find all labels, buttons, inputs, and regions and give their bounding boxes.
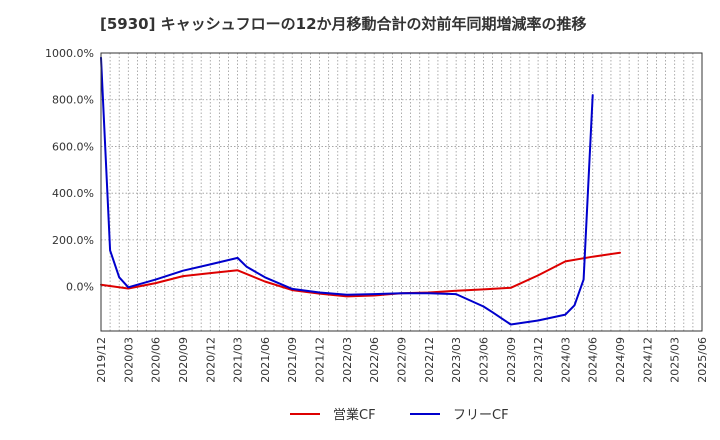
x-tick-label: 2023/06 — [477, 337, 490, 383]
series-line-1 — [100, 56, 594, 326]
legend: 営業CF フリーCF — [290, 407, 509, 423]
x-tick-label: 2021/03 — [232, 337, 245, 383]
x-tick-label: 2020/03 — [122, 337, 135, 383]
legend-label-0: 営業CF — [333, 407, 376, 423]
y-tick-label: 200.0% — [52, 234, 94, 247]
x-tick-label: 2023/03 — [450, 337, 463, 383]
x-tick-label: 2024/12 — [641, 337, 654, 383]
y-tick-label: 1000.0% — [45, 47, 94, 60]
y-tick-label: 0.0% — [66, 281, 94, 294]
x-tick-label: 2021/06 — [259, 337, 272, 383]
x-tick-label: 2020/12 — [204, 337, 217, 383]
y-tick-label: 400.0% — [52, 187, 94, 200]
x-tick-label: 2021/09 — [286, 337, 299, 383]
x-tick-label: 2023/09 — [505, 337, 518, 383]
x-tick-label: 2024/03 — [559, 337, 572, 383]
y-tick-label: 600.0% — [52, 140, 94, 153]
y-axis: 0.0% 200.0% 400.0% 600.0% 800.0% 1000.0% — [45, 47, 94, 294]
plot-frame — [100, 52, 703, 332]
x-tick-label: 2025/06 — [696, 337, 709, 383]
plot-area — [101, 53, 702, 331]
x-tick-label: 2025/03 — [669, 337, 682, 383]
x-tick-label: 2022/09 — [396, 337, 409, 383]
legend-label-1: フリーCF — [453, 408, 509, 423]
series-group — [100, 56, 621, 326]
x-tick-label: 2020/06 — [150, 337, 163, 383]
x-tick-label: 2020/09 — [177, 337, 190, 383]
x-tick-label: 2024/06 — [587, 337, 600, 383]
y-tick-label: 800.0% — [52, 94, 94, 107]
x-tick-label: 2023/12 — [532, 337, 545, 383]
x-tick-label: 2022/03 — [341, 337, 354, 383]
x-axis: 2019/12 2020/03 2020/06 2020/09 2020/12 2021/… — [95, 337, 709, 383]
x-tick-label: 2019/12 — [95, 337, 108, 383]
x-tick-label: 2022/12 — [423, 337, 436, 383]
x-tick-label: 2021/12 — [314, 337, 327, 383]
chart-title: [5930] キャッシュフローの12か月移動合計の対前年同期増減率の推移 — [100, 15, 587, 33]
x-tick-label: 2024/09 — [614, 337, 627, 383]
series-line-0 — [100, 251, 621, 298]
x-tick-label: 2022/06 — [368, 337, 381, 383]
